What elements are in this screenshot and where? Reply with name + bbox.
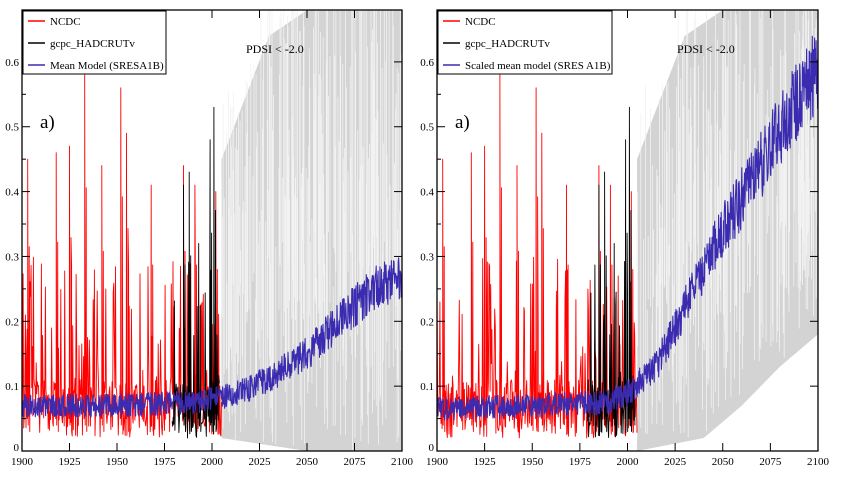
x-tick-label: 2100 — [391, 456, 414, 468]
panel-label: a) — [40, 112, 55, 133]
legend-entry: NCDC — [465, 16, 496, 28]
panel-label: a) — [455, 112, 470, 133]
model-member-spikes — [221, 10, 402, 451]
legend: NCDC gcpc_HADCRUTv Scaled mean model (SRES… — [437, 10, 613, 75]
x-tick-label: 1950 — [521, 456, 544, 468]
x-tick-label: 1950 — [106, 456, 129, 468]
x-tick-label: 2025 — [664, 456, 687, 468]
legend: NCDC gcpc_HADCRUTv Mean Model (SRESA1B) — [22, 10, 167, 75]
legend-entry: gcpc_HADCRUTv — [50, 38, 135, 50]
y-tick-label: 0.5 — [5, 122, 19, 134]
legend-entry: Scaled mean model (SRES A1B) — [465, 60, 611, 72]
y-tick-label: 0.4 — [420, 187, 434, 199]
x-tick-label: 2075 — [759, 456, 782, 468]
threshold-annotation: PDSI < -2.0 — [246, 42, 304, 56]
y-tick-label: 0.2 — [420, 316, 434, 328]
legend-entry: NCDC — [50, 16, 81, 28]
y-tick-label: 0.5 — [420, 122, 434, 134]
legend-box — [22, 10, 167, 75]
legend-box — [437, 10, 613, 75]
x-tick-label: 1975 — [569, 456, 592, 468]
series-line-mean-model-sresa1b- — [22, 257, 402, 418]
x-tick-label: 2050 — [712, 456, 735, 468]
y-tick-label: 0 — [429, 442, 435, 454]
plot-area — [437, 10, 818, 451]
y-tick-label: 0.2 — [5, 316, 19, 328]
x-tick-label: 1900 — [426, 456, 449, 468]
x-tick-label: 1900 — [11, 456, 34, 468]
x-tick-label: 2000 — [617, 456, 640, 468]
chart-panel-2: 1900 1925 1950 1975 2000 2025 2050 2075 2100 0 0.1… — [420, 9, 830, 468]
plot-area — [22, 10, 402, 451]
chart-panel-1: 1900 1925 1950 1975 2000 2025 2050 2075 2100 0 0.1… — [5, 9, 414, 468]
y-tick-label: 0.1 — [5, 381, 19, 393]
series-line-scaled-mean-model-sres-a1b- — [437, 32, 818, 421]
y-tick-label: 0.6 — [5, 57, 19, 69]
x-tick-label: 1975 — [154, 456, 177, 468]
y-tick-label: 0.3 — [5, 251, 19, 263]
x-tick-label: 1925 — [474, 456, 497, 468]
x-tick-label: 2075 — [344, 456, 367, 468]
y-tick-label: 0.3 — [420, 251, 434, 263]
legend-entry: Mean Model (SRESA1B) — [50, 60, 164, 72]
y-tick-label: 0.4 — [5, 187, 19, 199]
y-tick-label: 0.1 — [420, 381, 434, 393]
y-tick-label: 0.6 — [420, 57, 434, 69]
x-tick-label: 2100 — [807, 456, 830, 468]
x-tick-label: 2025 — [249, 456, 272, 468]
x-tick-label: 1925 — [59, 456, 82, 468]
x-tick-label: 2000 — [201, 456, 224, 468]
x-tick-label: 2050 — [296, 456, 319, 468]
threshold-annotation: PDSI < -2.0 — [677, 42, 735, 56]
y-tick-label: 0 — [14, 442, 20, 454]
legend-entry: gcpc_HADCRUTv — [465, 38, 550, 50]
